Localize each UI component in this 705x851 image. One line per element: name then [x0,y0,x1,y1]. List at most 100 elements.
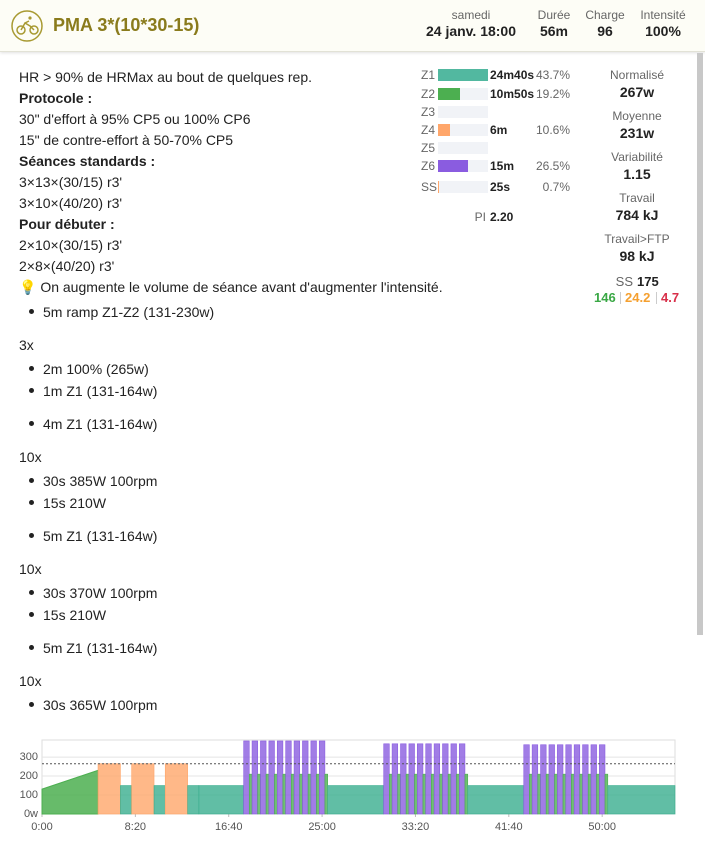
metric-value: 784 kJ [615,207,659,223]
step [400,743,407,815]
step [405,773,410,815]
step [531,744,539,815]
step [97,763,121,815]
header: PMA 3*(10*30-15) samedi 24 janv. 18:00 D… [0,0,705,52]
step [537,773,541,815]
stat-label: Durée [537,8,571,22]
step [257,773,261,815]
workout-step: 30s 385W 100rpm [43,473,158,489]
zone-bar [438,181,439,193]
bullet-dot [29,612,34,617]
description-line: 3×10×(40/20) r3' [19,195,123,211]
zone-time: 25s [490,180,511,194]
zone-percent: 10.6% [535,123,570,137]
step [307,773,312,815]
bullet-dot [29,500,34,505]
bullet-dot [29,645,34,650]
chart-panel: 0w 100 200 300 0:00 8:20 16:40 25:00 33:20 41:40 5… [0,728,705,846]
ss-part: 24.2 [625,290,651,305]
y-tick-label: 100 [20,789,38,801]
step [456,773,460,815]
bullet-dot [29,366,34,371]
step [260,740,267,815]
x-tick-label: 50:00 [588,821,616,833]
step [442,743,449,815]
step [439,773,443,815]
step [548,744,555,815]
step [120,785,132,815]
workout-step: 1m Z1 (131-164w) [43,383,158,399]
x-tick-label: 8:20 [125,821,146,833]
workout-step: 5m Z1 (131-164w) [43,640,158,656]
description-line: 2×8×(40/20) r3' [19,258,115,274]
step [265,773,270,815]
step [248,773,253,815]
step [389,773,393,815]
metric-label: Travail [619,191,655,205]
step [198,785,244,815]
stat-value: 56m [539,23,569,39]
bullet-dot [29,421,34,426]
zone-name: SS [421,180,438,194]
ss-sep [620,292,621,304]
stat-label: Charge [585,8,625,22]
step [324,773,328,815]
step [523,744,530,815]
metric-value: 267w [619,84,655,100]
step [579,773,583,815]
step [599,744,606,815]
step [587,773,592,815]
x-tick-label: 0:00 [31,821,52,833]
workout-step: 5m Z1 (131-164w) [43,528,158,544]
stat-value: 96 [597,23,613,39]
y-tick-label: 0w [24,808,38,820]
step [425,743,432,815]
step [299,773,303,815]
step [290,773,295,815]
step [545,773,550,815]
step [433,743,441,815]
step [459,743,466,815]
description-line: 30" d'effort à 95% CP5 ou 100% CP6 [19,111,251,127]
chart: 0w 100 200 300 0:00 8:20 16:40 25:00 33:20 41:40 5… [20,739,676,833]
step [464,773,469,815]
step [422,773,427,815]
y-tick-label: 300 [20,751,38,763]
step [565,744,572,815]
step [571,773,575,815]
step [414,773,418,815]
step [316,773,320,815]
zone-name: Z4 [421,123,436,137]
zone-name: Z2 [421,87,436,101]
x-tick-label: 16:40 [215,821,243,833]
zone-time: 6m [490,123,508,137]
zone-bar-bg [438,142,488,154]
repeat-heading: 10x [19,449,42,465]
step [467,785,525,815]
step [383,743,390,815]
step [268,740,275,815]
description-line: HR > 90% de HRMax au bout de quelques re… [19,69,313,85]
step [164,763,188,815]
step [251,740,258,815]
x-tick-label: 25:00 [308,821,336,833]
step [282,773,286,815]
bike-icon [11,10,43,42]
metric-value: 1.15 [623,166,651,182]
step [153,785,166,815]
description-line: 3×13×(30/15) r3' [19,174,123,190]
bullet-dot [29,702,34,707]
step [582,744,589,815]
repeat-heading: 3x [19,337,34,353]
pi-value: 2.20 [490,210,514,224]
repeat-heading: 10x [19,673,42,689]
description-line: 💡 On augmente le volume de séance avant … [19,279,443,295]
zone-bar-bg [438,124,488,136]
step [318,740,326,815]
zone-bar [438,69,488,81]
step [417,743,424,815]
scrollbar[interactable] [697,53,703,635]
repeat-heading: 10x [19,561,42,577]
zone-time: 15m [490,159,515,173]
